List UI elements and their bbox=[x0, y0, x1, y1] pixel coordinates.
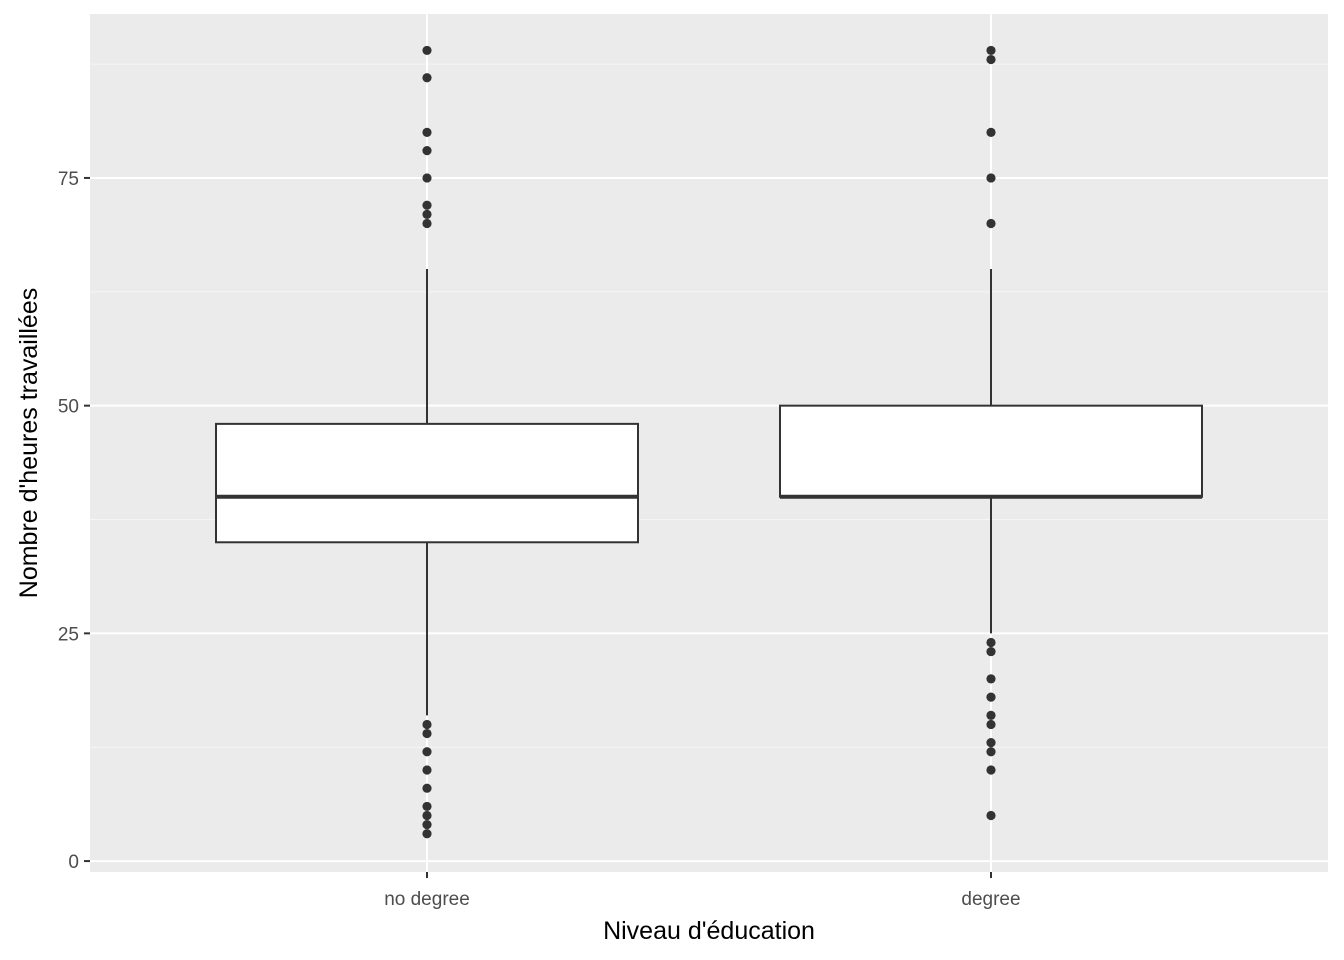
outlier-point bbox=[986, 738, 996, 748]
outlier-point bbox=[986, 692, 996, 702]
outlier-point bbox=[422, 209, 432, 219]
outlier-point bbox=[986, 765, 996, 775]
outlier-point bbox=[422, 728, 432, 739]
outlier-point bbox=[422, 719, 432, 730]
outlier-point bbox=[986, 127, 996, 138]
box-group bbox=[215, 45, 639, 839]
outlier-point bbox=[986, 719, 996, 730]
outlier-point bbox=[422, 747, 432, 757]
x-axis: no degree degree bbox=[384, 872, 1021, 910]
x-tick-label: degree bbox=[961, 889, 1020, 910]
outlier-point bbox=[422, 783, 432, 793]
outlier-point bbox=[986, 45, 996, 56]
outlier-point bbox=[422, 765, 432, 775]
outlier-point bbox=[986, 54, 996, 65]
outlier-point bbox=[422, 200, 432, 210]
outlier-point bbox=[986, 674, 996, 684]
y-tick-label: 25 bbox=[58, 624, 79, 645]
outlier-point bbox=[422, 820, 432, 830]
box-group bbox=[779, 45, 1203, 821]
outlier-point bbox=[422, 127, 432, 138]
x-tick-label: no degree bbox=[384, 889, 470, 910]
y-tick-label: 50 bbox=[58, 397, 79, 418]
outlier-point bbox=[422, 810, 432, 821]
outlier-point bbox=[422, 73, 432, 83]
x-axis-title: Niveau d'éducation bbox=[603, 917, 815, 945]
outlier-point bbox=[422, 829, 432, 839]
outlier-point bbox=[422, 45, 432, 56]
outlier-point bbox=[422, 146, 432, 156]
outlier-point bbox=[986, 218, 996, 229]
outlier-point bbox=[422, 173, 432, 183]
outlier-point bbox=[986, 747, 996, 757]
outlier-point bbox=[986, 810, 996, 821]
outlier-point bbox=[986, 710, 996, 720]
box-marks bbox=[215, 45, 1203, 839]
outlier-point bbox=[986, 173, 996, 183]
y-axis: 0 25 50 75 bbox=[58, 169, 90, 873]
outlier-point bbox=[422, 801, 432, 812]
y-axis-title: Nombre d'heures travaillées bbox=[15, 288, 43, 598]
box-iqr bbox=[215, 422, 639, 544]
y-tick-label: 0 bbox=[68, 852, 79, 873]
outlier-point bbox=[422, 218, 432, 229]
outlier-point bbox=[986, 637, 996, 648]
outlier-point bbox=[986, 646, 996, 657]
y-tick-label: 75 bbox=[58, 169, 79, 190]
box-iqr bbox=[779, 404, 1203, 498]
